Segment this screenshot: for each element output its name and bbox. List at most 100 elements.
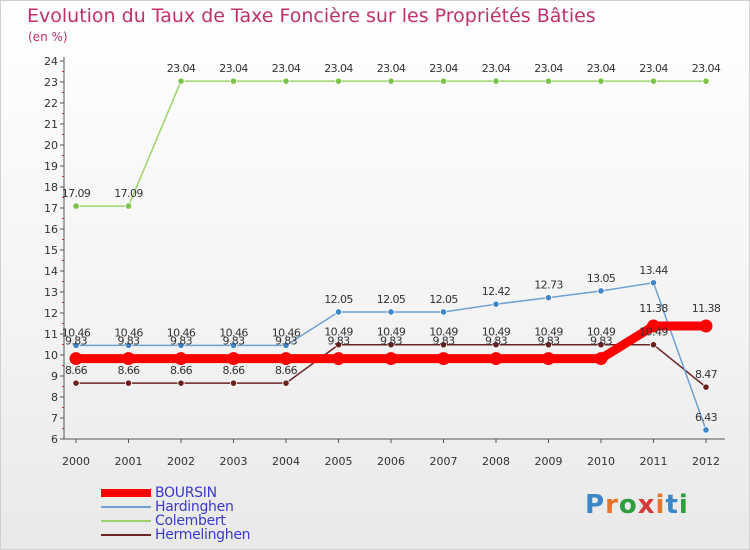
data-point-boursin [594, 352, 608, 366]
data-point-hermelinghen [72, 379, 80, 387]
data-point-hermelinghen [597, 341, 605, 349]
data-label-colembert: 23.04 [377, 62, 406, 75]
data-point-hermelinghen [229, 379, 238, 387]
data-point-hermelinghen [124, 379, 133, 387]
y-tick-label: 8 [51, 391, 58, 404]
data-point-colembert [439, 77, 448, 85]
data-label-boursin: 9.83 [432, 335, 455, 348]
data-point-hardinghen [702, 426, 710, 434]
data-label-colembert: 17.09 [62, 187, 91, 200]
data-point-colembert [124, 202, 133, 210]
logo-letter: t [665, 490, 679, 520]
x-tick-label: 2005 [325, 455, 353, 468]
proxiti-logo: Proxiti [585, 490, 689, 520]
data-label-hermelinghen: 8.66 [275, 364, 298, 377]
legend-swatch [101, 506, 151, 508]
data-label-colembert: 23.04 [167, 62, 196, 75]
logo-letter: x [637, 490, 656, 520]
data-point-colembert [702, 77, 710, 85]
data-label-hermelinghen: 10.49 [534, 326, 563, 339]
data-label-hardinghen: 10.46 [167, 326, 196, 339]
data-point-boursin [647, 319, 660, 333]
data-label-hardinghen: 10.46 [114, 326, 143, 339]
logo-letter: i [678, 490, 689, 520]
x-tick-label: 2003 [220, 455, 248, 468]
legend-label: Colembert [155, 513, 226, 529]
data-label-hermelinghen: 8.66 [117, 364, 140, 377]
data-label-hermelinghen: 8.47 [695, 368, 718, 381]
y-tick-label: 24 [44, 55, 58, 68]
legend-label: Hermelinghen [155, 527, 251, 543]
data-label-hermelinghen: 10.49 [639, 326, 668, 339]
data-point-hardinghen [334, 308, 343, 316]
data-label-hardinghen: 10.46 [219, 326, 248, 339]
data-point-boursin [174, 352, 188, 366]
data-label-hardinghen: 12.05 [324, 293, 353, 306]
y-tick-label: 18 [44, 181, 58, 194]
data-label-hardinghen: 12.05 [429, 293, 458, 306]
data-label-hermelinghen: 10.49 [587, 326, 616, 339]
data-label-hardinghen: 12.42 [482, 285, 511, 298]
data-point-boursin [69, 352, 83, 366]
y-tick-label: 12 [44, 307, 58, 320]
data-point-hermelinghen [177, 379, 185, 387]
data-point-hardinghen [229, 341, 238, 349]
x-tick-label: 2004 [272, 455, 300, 468]
data-label-hermelinghen: 8.66 [65, 364, 88, 377]
y-tick-label: 19 [44, 160, 58, 173]
x-tick-label: 2007 [430, 455, 458, 468]
x-tick-label: 2006 [377, 455, 405, 468]
legend-label: BOURSIN [155, 485, 217, 501]
x-tick-label: 2001 [115, 455, 143, 468]
data-point-hermelinghen [387, 341, 395, 349]
data-point-colembert [177, 77, 185, 85]
legend-swatch [101, 520, 151, 522]
data-point-boursin [699, 319, 713, 333]
y-tick-label: 15 [44, 244, 58, 257]
series-line-colembert [75, 80, 707, 207]
data-label-colembert: 23.04 [639, 62, 668, 75]
data-point-hermelinghen [492, 341, 500, 349]
data-point-hardinghen [649, 279, 658, 287]
data-label-boursin: 9.83 [485, 335, 508, 348]
x-tick-label: 2010 [587, 455, 615, 468]
data-point-colembert [597, 77, 605, 85]
data-label-boursin: 9.83 [275, 335, 298, 348]
y-axis-unit: (en %) [28, 30, 68, 44]
x-tick-label: 2011 [640, 455, 668, 468]
data-point-boursin [279, 352, 293, 366]
data-label-hardinghen: 13.05 [587, 272, 616, 285]
data-point-boursin [332, 352, 345, 366]
data-point-boursin [122, 352, 135, 366]
x-tick-label: 2002 [167, 455, 195, 468]
data-point-hardinghen [492, 300, 500, 308]
data-point-hardinghen [544, 294, 553, 302]
data-point-hermelinghen [334, 341, 343, 349]
data-point-colembert [72, 202, 80, 210]
data-label-hermelinghen: 10.49 [429, 326, 458, 339]
y-tick-label: 16 [44, 223, 58, 236]
logo-letter: o [618, 490, 638, 520]
data-label-colembert: 23.04 [272, 62, 301, 75]
data-label-colembert: 23.04 [219, 62, 248, 75]
y-tick-label: 23 [44, 76, 58, 89]
data-label-colembert: 23.04 [534, 62, 563, 75]
data-point-hardinghen [177, 341, 185, 349]
data-point-hardinghen [282, 341, 290, 349]
data-label-colembert: 23.04 [482, 62, 511, 75]
logo-letter: P [585, 490, 606, 520]
data-point-colembert [649, 77, 658, 85]
data-point-hermelinghen [544, 341, 553, 349]
data-point-colembert [334, 77, 343, 85]
data-point-hermelinghen [649, 341, 658, 349]
legend-swatch [101, 534, 151, 536]
data-point-colembert [229, 77, 238, 85]
data-point-boursin [489, 352, 503, 366]
data-label-hermelinghen: 8.66 [222, 364, 245, 377]
data-label-boursin: 9.83 [590, 335, 613, 348]
y-tick-label: 11 [44, 328, 58, 341]
y-tick-label: 20 [44, 139, 58, 152]
data-point-boursin [437, 352, 450, 366]
x-tick-label: 2008 [482, 455, 510, 468]
legend-label: Hardinghen [155, 499, 234, 515]
